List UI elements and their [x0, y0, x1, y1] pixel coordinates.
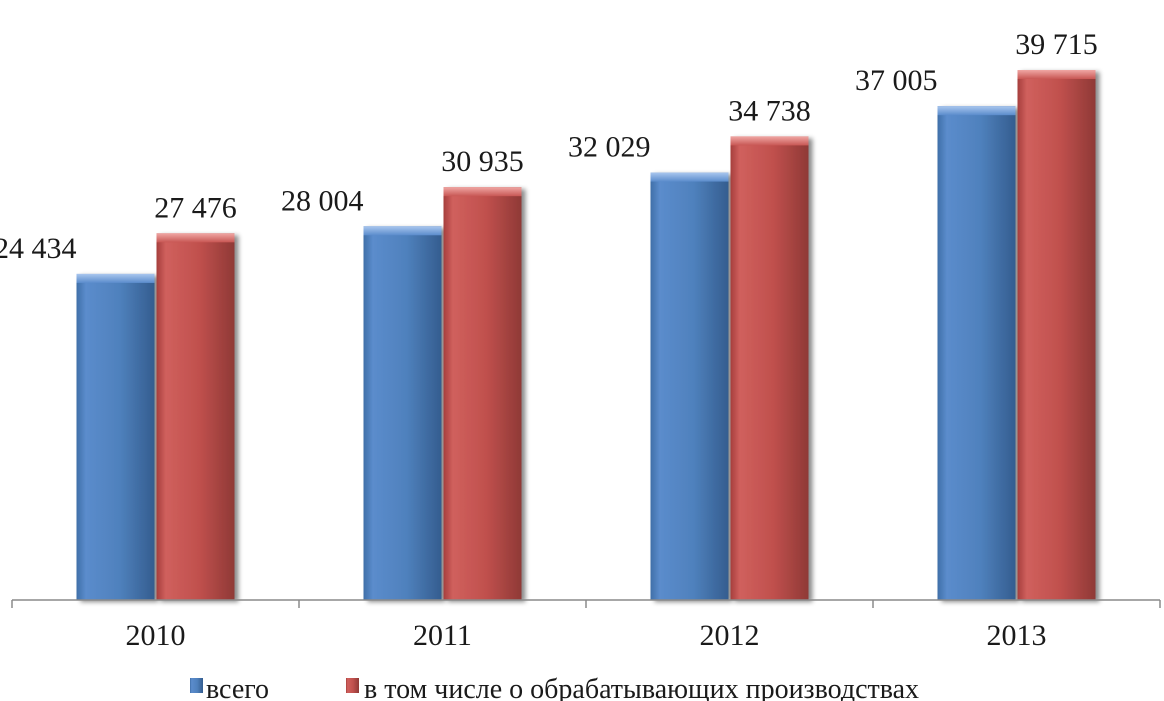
- legend-swatch-obrabat: [346, 678, 359, 693]
- bar-cap-obrabat-2011: [443, 187, 522, 197]
- bar-obrabat-2013: [1017, 70, 1096, 601]
- x-tick-label-2011: 2011: [413, 619, 472, 652]
- value-label-vsego-2013: 37 005: [855, 64, 938, 97]
- bar-cap-obrabat-2013: [1017, 70, 1096, 80]
- legend-item-vsego: всего: [190, 674, 269, 701]
- legend-swatch-vsego: [190, 678, 203, 693]
- value-label-vsego-2010: 24 434: [0, 232, 77, 265]
- bar-obrabat-2010: [156, 233, 235, 601]
- bar-vsego-2013: [937, 106, 1016, 600]
- bars-layer: [76, 70, 1096, 601]
- bar-obrabat-2011: [443, 187, 522, 600]
- bar-cap-obrabat-2012: [730, 136, 809, 146]
- tick-labels-layer: 2010 2011 2012 2013: [126, 619, 1047, 652]
- legend-label-obrabat: в том числе о обрабатывающих производств…: [364, 674, 919, 701]
- bar-cap-obrabat-2010: [156, 233, 235, 243]
- bar-vsego-2012: [650, 172, 729, 600]
- bar-cap-vsego-2013: [937, 106, 1016, 116]
- legend-label-vsego: всего: [206, 674, 269, 701]
- legend: всего в том числе о обрабатывающих произ…: [190, 674, 919, 701]
- x-tick-label-2010: 2010: [126, 619, 186, 652]
- value-label-vsego-2012: 32 029: [568, 131, 651, 164]
- value-label-obrabat-2013: 39 715: [1015, 28, 1098, 61]
- x-tick-label-2012: 2012: [700, 619, 760, 652]
- bar-cap-vsego-2012: [650, 172, 729, 182]
- bar-obrabat-2012: [730, 136, 809, 600]
- value-labels-layer: 24 434 27 476 28 004 30 935 32 029 34 738 37 0…: [0, 28, 1098, 265]
- value-label-obrabat-2012: 34 738: [728, 94, 811, 127]
- bar-vsego-2011: [363, 226, 442, 600]
- value-label-obrabat-2011: 30 935: [441, 145, 524, 178]
- value-label-vsego-2011: 28 004: [281, 184, 364, 217]
- bar-cap-vsego-2010: [76, 273, 155, 283]
- x-tick-label-2013: 2013: [987, 619, 1047, 652]
- value-label-obrabat-2010: 27 476: [154, 191, 237, 224]
- legend-item-obrabat: в том числе о обрабатывающих производств…: [346, 674, 919, 701]
- bar-cap-vsego-2011: [363, 226, 442, 236]
- bar-vsego-2010: [76, 273, 155, 600]
- axis-ticks-layer: [11, 600, 1161, 608]
